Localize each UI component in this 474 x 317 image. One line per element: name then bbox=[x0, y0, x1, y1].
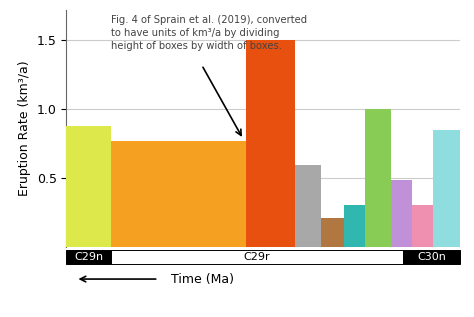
Text: C30n: C30n bbox=[417, 252, 446, 262]
Bar bbox=[66, 250, 110, 264]
Bar bbox=[365, 109, 391, 247]
Bar bbox=[295, 165, 321, 247]
Text: Fig. 4 of Sprain et al. (2019), converted
to have units of km³/a by dividing
hei: Fig. 4 of Sprain et al. (2019), converte… bbox=[110, 15, 307, 51]
Bar bbox=[403, 250, 460, 264]
Bar bbox=[412, 205, 433, 247]
Bar bbox=[110, 141, 246, 247]
Bar bbox=[321, 217, 344, 247]
Text: Time (Ma): Time (Ma) bbox=[171, 273, 234, 286]
Text: C29n: C29n bbox=[74, 252, 103, 262]
Y-axis label: Eruption Rate (km³/a): Eruption Rate (km³/a) bbox=[18, 61, 31, 196]
Bar bbox=[344, 205, 365, 247]
Bar bbox=[246, 40, 295, 247]
Text: C29r: C29r bbox=[244, 252, 270, 262]
Bar bbox=[110, 250, 403, 264]
Bar bbox=[391, 179, 412, 247]
Bar bbox=[433, 131, 460, 247]
Bar bbox=[66, 126, 110, 247]
